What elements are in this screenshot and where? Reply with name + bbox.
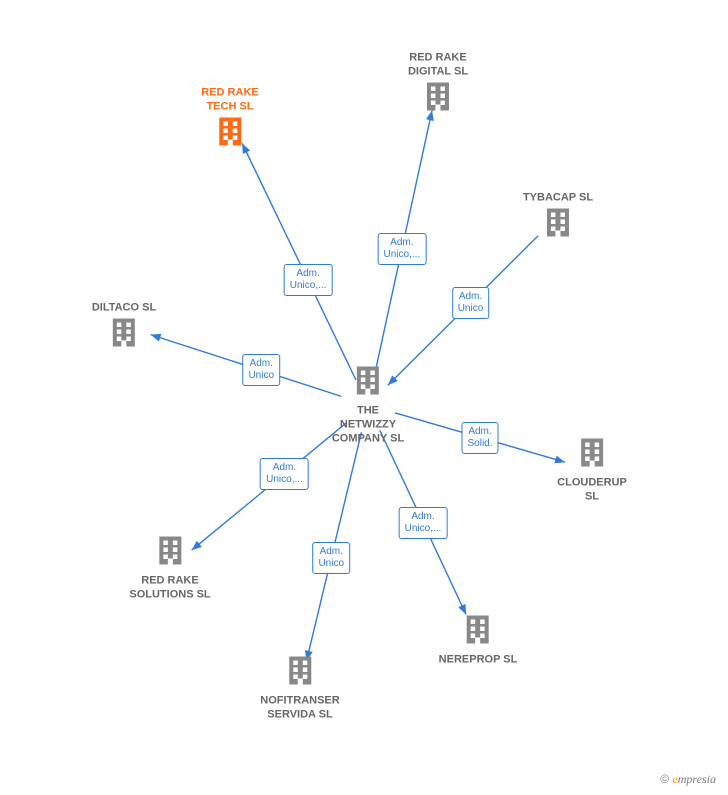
node-center[interactable]: THE NETWIZZY COMPANY SL: [332, 365, 404, 446]
edge-label: Adm. Solid.: [461, 422, 498, 454]
node-reddig[interactable]: RED RAKE DIGITAL SL: [408, 49, 468, 118]
building-icon: [544, 207, 572, 244]
node-label: CLOUDERUP SL: [557, 476, 627, 504]
building-icon: [216, 116, 244, 148]
node-diltaco[interactable]: DILTACO SL: [92, 299, 156, 354]
edge-label: Adm. Unico: [312, 542, 350, 574]
node-label: RED RAKE TECH SL: [201, 86, 258, 114]
copyright-symbol: ©: [660, 772, 669, 786]
diagram-canvas: THE NETWIZZY COMPANY SL RED RAKE TECH SL R…: [0, 0, 728, 795]
building-icon: [464, 614, 492, 646]
building-icon: [544, 207, 572, 239]
edge-label: Adm. Unico: [452, 287, 490, 319]
node-redtech[interactable]: RED RAKE TECH SL: [201, 84, 258, 153]
edge-label: Adm. Unico,...: [399, 507, 448, 539]
brand-rest: mpresia: [678, 772, 716, 786]
building-icon: [286, 655, 314, 692]
edge-center-redtech: [242, 143, 356, 380]
building-icon: [354, 365, 382, 402]
node-label: TYBACAP SL: [523, 191, 593, 205]
building-icon: [464, 614, 492, 651]
building-icon: [156, 535, 184, 567]
edge-label: Adm. Unico,...: [284, 264, 333, 296]
node-label: NEREPROP SL: [439, 653, 518, 667]
building-icon: [156, 535, 184, 572]
building-icon: [286, 655, 314, 687]
edge-label: Adm. Unico,...: [260, 458, 309, 490]
node-label: RED RAKE DIGITAL SL: [408, 51, 468, 79]
node-tybacap[interactable]: TYBACAP SL: [523, 189, 593, 244]
node-label: NOFITRANSER SERVIDA SL: [260, 694, 339, 722]
building-icon: [578, 437, 606, 469]
building-icon: [578, 437, 606, 474]
node-nofitran[interactable]: NOFITRANSER SERVIDA SL: [260, 655, 339, 722]
node-label: THE NETWIZZY COMPANY SL: [332, 404, 404, 446]
node-label: RED RAKE SOLUTIONS SL: [129, 574, 210, 602]
node-clouderup[interactable]: CLOUDERUP SL: [557, 437, 627, 504]
edge-label: Adm. Unico: [242, 354, 280, 386]
node-redsol[interactable]: RED RAKE SOLUTIONS SL: [129, 535, 210, 602]
building-icon: [110, 317, 138, 354]
building-icon: [424, 81, 452, 118]
footer: © empresia: [660, 772, 716, 787]
building-icon: [354, 365, 382, 397]
building-icon: [110, 317, 138, 349]
building-icon: [424, 81, 452, 113]
edge-label: Adm. Unico,...: [377, 233, 426, 265]
node-nereprop[interactable]: NEREPROP SL: [439, 614, 518, 667]
node-label: DILTACO SL: [92, 301, 156, 315]
building-icon: [216, 116, 244, 153]
